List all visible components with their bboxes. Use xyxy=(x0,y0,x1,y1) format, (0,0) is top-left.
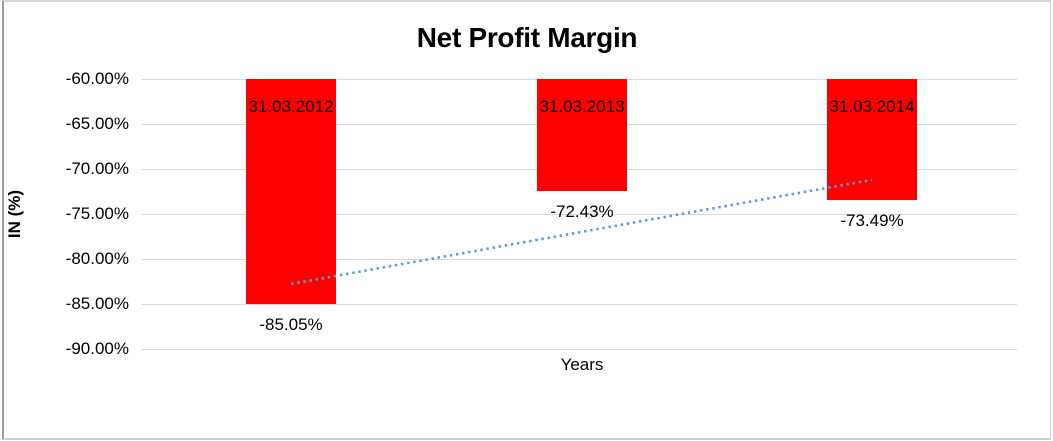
x-axis-title: Years xyxy=(560,355,604,374)
y-tick-label: -75.00% xyxy=(65,204,129,223)
bar-value-label: -72.43% xyxy=(550,202,614,221)
bar-value-label: -73.49% xyxy=(840,211,904,230)
y-tick-label: -90.00% xyxy=(65,339,129,358)
bar-category-label: 31.03.2012 xyxy=(248,97,334,116)
y-tick-label: -60.00% xyxy=(65,69,129,88)
y-tick-label: -80.00% xyxy=(65,249,129,268)
bar-category-label: 31.03.2013 xyxy=(539,97,625,116)
bar-category-label: 31.03.2014 xyxy=(829,97,915,116)
y-tick-label: -65.00% xyxy=(65,114,129,133)
y-tick-label: -85.00% xyxy=(65,294,129,313)
bar-value-label: -85.05% xyxy=(259,315,323,334)
y-axis-title: IN (%) xyxy=(5,189,24,239)
chart-title: Net Profit Margin xyxy=(416,22,638,53)
bar xyxy=(537,79,627,191)
gridline xyxy=(142,304,1017,305)
gridline xyxy=(142,349,1017,350)
y-tick-label: -70.00% xyxy=(65,159,129,178)
trendline xyxy=(290,178,873,286)
